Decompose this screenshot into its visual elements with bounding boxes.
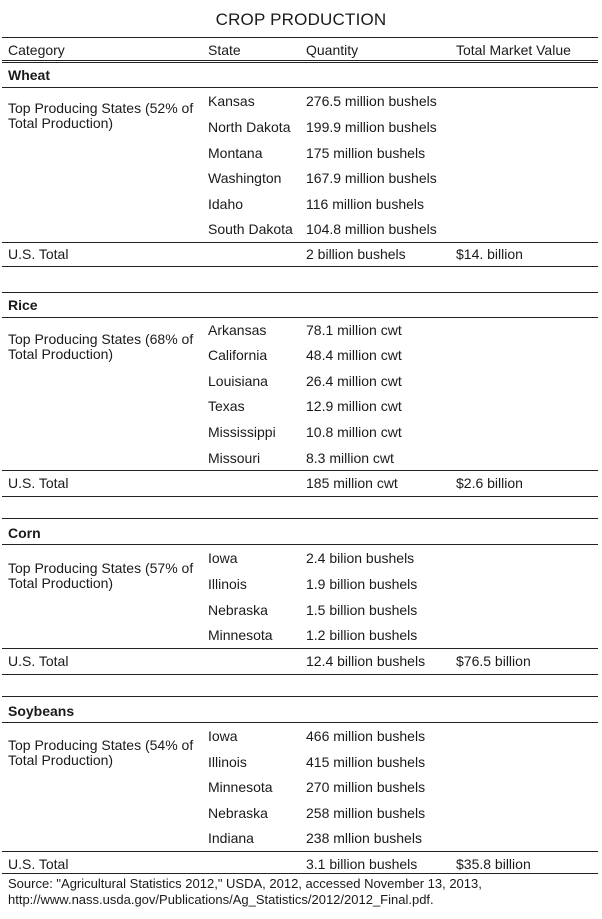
us-total-label: U.S. Total bbox=[8, 475, 69, 491]
state-cell: Kansas bbox=[208, 93, 255, 109]
quantity-cell: 466 million bushels bbox=[306, 728, 426, 744]
quantity-cell: 10.8 million cwt bbox=[306, 424, 402, 440]
state-cell: South Dakota bbox=[208, 221, 293, 237]
section-heading: Corn bbox=[8, 525, 41, 541]
top-producing-label: Top Producing States (57% of Total Produ… bbox=[8, 560, 194, 591]
quantity-cell: 104.8 million bushels bbox=[306, 221, 437, 237]
total-divider bbox=[2, 242, 598, 243]
section-divider bbox=[2, 518, 598, 519]
quantity-cell: 1.5 billion bushels bbox=[306, 602, 418, 618]
section-heading: Rice bbox=[8, 297, 38, 313]
us-total-quantity: 185 million cwt bbox=[306, 475, 398, 491]
top-producing-label: Top Producing States (68% of Total Produ… bbox=[8, 331, 194, 362]
header-category: Category bbox=[8, 42, 65, 58]
quantity-cell: 48.4 million cwt bbox=[306, 347, 402, 363]
state-cell: Iowa bbox=[208, 550, 238, 566]
state-cell: Nebraska bbox=[208, 805, 268, 821]
divider-line bbox=[2, 37, 598, 38]
quantity-cell: 116 million bushels bbox=[306, 196, 425, 212]
state-cell: Washington bbox=[208, 170, 282, 186]
us-total-value: $35.8 billion bbox=[456, 856, 531, 872]
quantity-cell: 258 million bushels bbox=[306, 805, 426, 821]
quantity-cell: 1.9 billion bushels bbox=[306, 576, 418, 592]
header-state: State bbox=[208, 42, 241, 58]
us-total-value: $76.5 billion bbox=[456, 653, 531, 669]
state-cell: Illinois bbox=[208, 754, 247, 770]
header-total-market-value: Total Market Value bbox=[456, 42, 571, 58]
quantity-cell: 2.4 bilion bushels bbox=[306, 550, 415, 566]
us-total-label: U.S. Total bbox=[8, 653, 69, 669]
state-cell: Indiana bbox=[208, 830, 254, 846]
quantity-cell: 276.5 million bushels bbox=[306, 93, 437, 109]
quantity-cell: 175 million bushels bbox=[306, 145, 426, 161]
divider-line bbox=[2, 674, 598, 675]
total-divider bbox=[2, 851, 598, 852]
state-cell: North Dakota bbox=[208, 119, 291, 135]
quantity-cell: 78.1 million cwt bbox=[306, 322, 402, 338]
divider-line bbox=[2, 60, 598, 61]
state-cell: Illinois bbox=[208, 576, 247, 592]
us-total-value: $14. billion bbox=[456, 246, 523, 262]
divider-line bbox=[2, 496, 598, 497]
header-quantity: Quantity bbox=[306, 42, 359, 58]
section-heading: Soybeans bbox=[8, 703, 75, 719]
source-note: Source: "Agricultural Statistics 2012," … bbox=[8, 876, 482, 907]
us-total-quantity: 2 billion bushels bbox=[306, 246, 406, 262]
state-cell: California bbox=[208, 347, 268, 363]
state-cell: Idaho bbox=[208, 196, 244, 212]
state-cell: Iowa bbox=[208, 728, 238, 744]
quantity-cell: 1.2 billion bushels bbox=[306, 627, 418, 643]
total-divider bbox=[2, 470, 598, 471]
quantity-cell: 8.3 million cwt bbox=[306, 450, 394, 466]
state-cell: Montana bbox=[208, 145, 263, 161]
us-total-quantity: 3.1 billion bushels bbox=[306, 856, 418, 872]
quantity-cell: 199.9 million bushels bbox=[306, 119, 437, 135]
state-cell: Louisiana bbox=[208, 373, 268, 389]
section-divider bbox=[2, 317, 598, 318]
divider-line bbox=[2, 266, 598, 267]
quantity-cell: 270 million bushels bbox=[306, 779, 426, 795]
state-cell: Missouri bbox=[208, 450, 261, 466]
us-total-label: U.S. Total bbox=[8, 246, 69, 262]
quantity-cell: 415 million bushels bbox=[306, 754, 426, 770]
us-total-label: U.S. Total bbox=[8, 856, 69, 872]
section-heading: Wheat bbox=[8, 67, 50, 83]
us-total-value: $2.6 billion bbox=[456, 475, 523, 491]
quantity-cell: 167.9 million bushels bbox=[306, 170, 437, 186]
page-title: CROP PRODUCTION bbox=[215, 10, 387, 29]
section-divider bbox=[2, 544, 598, 545]
state-cell: Nebraska bbox=[208, 602, 268, 618]
total-divider bbox=[2, 648, 598, 649]
state-cell: Mississippi bbox=[208, 424, 276, 440]
us-total-quantity: 12.4 billion bushels bbox=[306, 653, 426, 669]
section-divider bbox=[2, 62, 598, 63]
section-divider bbox=[2, 292, 598, 293]
top-producing-label: Top Producing States (54% of Total Produ… bbox=[8, 737, 194, 768]
top-producing-label: Top Producing States (52% of Total Produ… bbox=[8, 100, 194, 131]
state-cell: Arkansas bbox=[208, 322, 267, 338]
state-cell: Minnesota bbox=[208, 627, 273, 643]
quantity-cell: 26.4 million cwt bbox=[306, 373, 402, 389]
divider-line bbox=[2, 873, 598, 874]
quantity-cell: 12.9 million cwt bbox=[306, 398, 402, 414]
section-divider bbox=[2, 87, 598, 88]
section-divider bbox=[2, 696, 598, 697]
state-cell: Minnesota bbox=[208, 779, 273, 795]
state-cell: Texas bbox=[208, 398, 245, 414]
quantity-cell: 238 mllion bushels bbox=[306, 830, 422, 846]
section-divider bbox=[2, 722, 598, 723]
